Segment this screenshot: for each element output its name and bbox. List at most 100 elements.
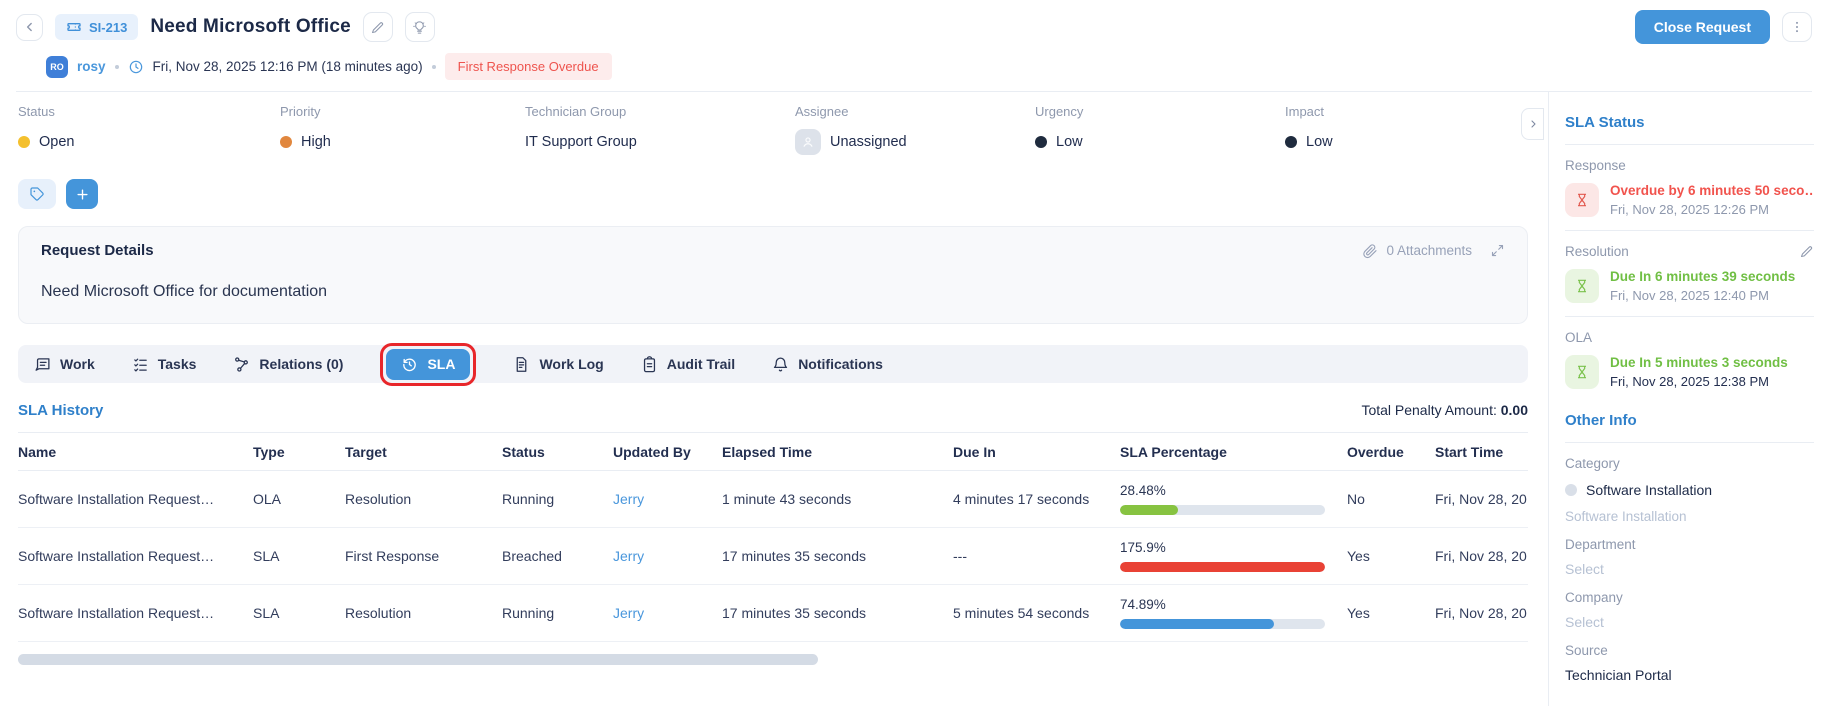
cell-type: SLA (253, 605, 280, 621)
sla-history-table: Name Type Target Status Updated By Elaps… (18, 432, 1528, 665)
company-select[interactable]: Select (1565, 614, 1604, 630)
response-status: Overdue by 6 minutes 50 seco… (1610, 183, 1814, 198)
sla-progress-track (1120, 505, 1325, 515)
first-response-overdue-badge: First Response Overdue (444, 53, 612, 80)
cell-sla-percentage: 175.9% (1120, 540, 1347, 572)
request-details-card: Request Details 0 Attachments Nee (18, 226, 1528, 324)
source-label: Source (1565, 643, 1608, 658)
ticket-id-badge[interactable]: SI-213 (55, 14, 139, 40)
hourglass-icon (1565, 355, 1599, 389)
sla-history-title: SLA History (18, 402, 104, 419)
smart-suggestion-button[interactable] (404, 12, 435, 42)
request-details-title: Request Details (41, 242, 154, 259)
chevron-right-icon (1527, 118, 1539, 130)
source-value: Technician Portal (1565, 667, 1672, 683)
expand-icon[interactable] (1490, 243, 1505, 258)
cell-name: Software Installation Request… (18, 605, 215, 621)
sla-progress-track (1120, 562, 1325, 572)
close-request-button[interactable]: Close Request (1634, 10, 1770, 44)
cell-type: SLA (253, 548, 280, 564)
checklist-icon (132, 356, 149, 373)
bulb-icon (412, 20, 427, 35)
bell-icon (772, 356, 789, 373)
field-technician-group[interactable]: Technician Group IT Support Group (525, 104, 637, 150)
cell-elapsed-time: 17 minutes 35 seconds (722, 605, 866, 621)
tab-audit-trail[interactable]: Audit Trail (641, 355, 735, 373)
tab-work-log[interactable]: Work Log (513, 356, 604, 373)
cell-overdue: No (1347, 491, 1365, 507)
resolution-label: Resolution (1565, 244, 1814, 259)
updated-by-link[interactable]: Jerry (613, 491, 645, 507)
tab-notifications[interactable]: Notifications (772, 356, 883, 373)
ticket-fields-row: Status Open Priority High Technician Gro… (18, 104, 1548, 155)
attachments-button[interactable]: 0 Attachments (1362, 243, 1472, 259)
back-button[interactable] (16, 13, 43, 41)
tag-icon (29, 186, 45, 202)
plus-icon (75, 187, 90, 202)
department-select[interactable]: Select (1565, 561, 1604, 577)
person-icon (795, 129, 821, 155)
sla-bar-fill (1120, 505, 1179, 515)
ola-status: Due In 5 minutes 3 seconds (1610, 355, 1788, 370)
field-impact[interactable]: Impact Low (1285, 104, 1333, 150)
impact-dot (1285, 136, 1297, 148)
attachments-count: 0 Attachments (1386, 243, 1472, 258)
subcategory-value[interactable]: Software Installation (1565, 509, 1687, 524)
cell-name: Software Installation Request… (18, 548, 215, 564)
tab-relations[interactable]: Relations (0) (233, 356, 343, 373)
field-assignee[interactable]: Assignee Unassigned (795, 104, 1035, 155)
add-tag-button[interactable] (66, 179, 98, 209)
cell-overdue: Yes (1347, 605, 1370, 621)
sla-bar-fill (1120, 619, 1274, 629)
field-urgency[interactable]: Urgency Low (1035, 104, 1084, 150)
tab-tasks[interactable]: Tasks (132, 356, 196, 373)
requester-link[interactable]: rosy (77, 59, 106, 74)
sidebar-collapse-button[interactable] (1521, 108, 1544, 140)
cell-due-in: 4 minutes 17 seconds (953, 491, 1090, 507)
horizontal-scrollbar-thumb[interactable] (18, 654, 818, 665)
edit-resolution-icon[interactable] (1799, 244, 1814, 259)
response-label: Response (1565, 158, 1626, 173)
request-description: Need Microsoft Office for documentation (41, 283, 328, 300)
ticket-id: SI-213 (89, 19, 128, 35)
cell-elapsed-time: 1 minute 43 seconds (722, 491, 852, 507)
category-value[interactable]: Software Installation (1565, 482, 1814, 498)
page-title: Need Microsoft Office (150, 16, 351, 37)
other-info-section-title[interactable]: Other Info (1565, 412, 1814, 443)
table-row[interactable]: Software Installation Request… OLA Resol… (18, 471, 1528, 528)
resolution-status: Due In 6 minutes 39 seconds (1610, 269, 1796, 284)
more-actions-button[interactable] (1782, 12, 1812, 42)
ticket-meta: RO rosy Fri, Nov 28, 2025 12:16 PM (18 m… (46, 53, 1812, 80)
cell-start-time: Fri, Nov 28, 20 (1435, 548, 1527, 564)
sla-table-body: Software Installation Request… OLA Resol… (18, 471, 1528, 642)
ticket-icon (66, 19, 82, 35)
table-row[interactable]: Software Installation Request… SLA Resol… (18, 585, 1528, 642)
separator-dot (114, 64, 119, 69)
sla-percentage-value: 28.48% (1120, 483, 1166, 498)
created-timestamp: Fri, Nov 28, 2025 12:16 PM (18 minutes a… (152, 59, 423, 74)
chat-icon (34, 356, 51, 373)
header-divider (16, 91, 1812, 92)
sla-history-icon (401, 356, 418, 373)
cell-sla-percentage: 74.89% (1120, 597, 1347, 629)
table-row[interactable]: Software Installation Request… SLA First… (18, 528, 1528, 585)
tab-work[interactable]: Work (34, 356, 95, 373)
updated-by-link[interactable]: Jerry (613, 548, 645, 564)
pencil-icon (370, 20, 385, 35)
sla-progress-track (1120, 619, 1325, 629)
relations-icon (233, 356, 250, 373)
tab-sla[interactable]: SLA (386, 348, 471, 380)
field-priority[interactable]: Priority High (280, 104, 331, 150)
chevron-left-icon (23, 20, 37, 34)
company-label: Company (1565, 590, 1623, 605)
updated-by-link[interactable]: Jerry (613, 605, 645, 621)
tags-button[interactable] (18, 179, 56, 209)
paperclip-icon (1362, 243, 1378, 259)
priority-dot (280, 136, 292, 148)
sla-status-section-title[interactable]: SLA Status (1565, 114, 1814, 145)
field-status[interactable]: Status Open (18, 104, 75, 150)
category-dot (1565, 484, 1577, 496)
total-penalty: Total Penalty Amount: 0.00 (1361, 402, 1528, 418)
edit-title-button[interactable] (362, 12, 393, 42)
